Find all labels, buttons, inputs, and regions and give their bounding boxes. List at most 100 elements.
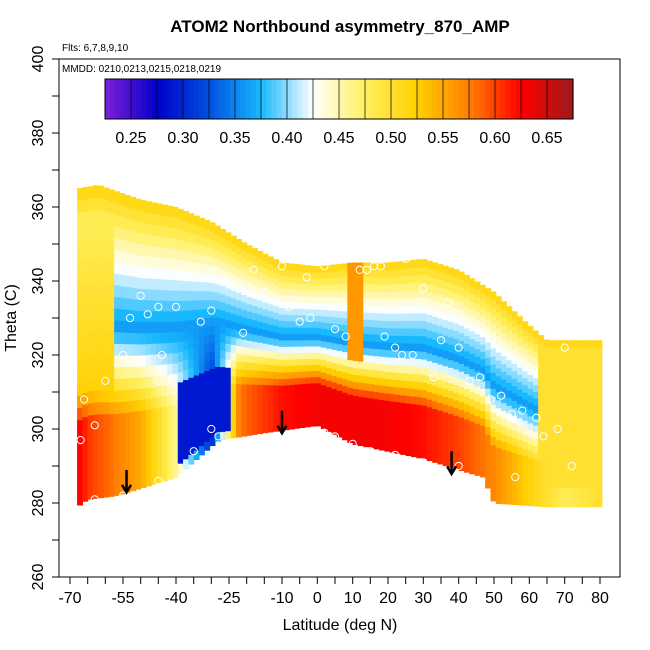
field-cell bbox=[506, 488, 513, 498]
field-cell bbox=[230, 422, 237, 431]
field-cell bbox=[564, 468, 571, 476]
field-cell bbox=[209, 222, 216, 232]
field-cell bbox=[389, 357, 396, 365]
field-cell bbox=[479, 454, 486, 463]
field-cell bbox=[384, 393, 391, 401]
field-cell bbox=[262, 253, 269, 262]
field-cell bbox=[442, 419, 449, 428]
field-cell bbox=[543, 390, 550, 398]
field-cell bbox=[273, 285, 280, 293]
field-cell bbox=[289, 263, 295, 271]
field-cell bbox=[373, 391, 380, 400]
field-cell bbox=[522, 342, 529, 351]
field-cell bbox=[479, 351, 486, 360]
field-cell bbox=[474, 333, 481, 342]
field-cell bbox=[336, 350, 343, 358]
field-cell bbox=[273, 298, 280, 307]
field-cell bbox=[124, 229, 131, 242]
field-cell bbox=[554, 385, 560, 393]
field-cell bbox=[479, 395, 486, 404]
field-cell bbox=[108, 378, 115, 391]
field-cell bbox=[389, 437, 396, 446]
field-cell bbox=[527, 346, 534, 355]
field-cell bbox=[368, 312, 375, 321]
field-cell bbox=[357, 389, 364, 397]
field-cell bbox=[198, 235, 205, 246]
field-cell bbox=[315, 278, 322, 286]
field-cell bbox=[304, 327, 311, 335]
field-cell bbox=[522, 321, 529, 329]
field-cell bbox=[421, 443, 428, 452]
field-cell bbox=[283, 352, 290, 360]
field-cell bbox=[230, 375, 237, 384]
field-cell bbox=[410, 396, 417, 405]
field-cell bbox=[564, 461, 571, 469]
field-cell bbox=[511, 333, 518, 342]
field-cell bbox=[479, 439, 486, 448]
field-cell bbox=[384, 269, 391, 278]
field-cell bbox=[172, 362, 179, 374]
field-cell bbox=[98, 305, 105, 319]
field-cell bbox=[426, 437, 433, 446]
field-cell bbox=[124, 286, 131, 299]
field-cell bbox=[405, 327, 412, 336]
field-cell bbox=[145, 223, 152, 235]
field-cell bbox=[342, 317, 348, 325]
field-cell bbox=[410, 380, 417, 390]
field-cell bbox=[448, 282, 454, 292]
field-cell bbox=[98, 233, 105, 247]
field-cell bbox=[114, 308, 121, 321]
field-cell bbox=[241, 309, 248, 318]
field-cell bbox=[198, 272, 205, 283]
field-cell bbox=[267, 269, 274, 278]
field-cell bbox=[368, 326, 375, 335]
field-cell bbox=[267, 418, 274, 426]
field-cell bbox=[347, 269, 354, 278]
field-cell bbox=[522, 427, 529, 436]
field-cell bbox=[569, 449, 576, 457]
field-cell bbox=[469, 413, 476, 422]
field-cell bbox=[114, 331, 121, 344]
field-cell bbox=[167, 300, 174, 312]
field-cell bbox=[135, 410, 142, 423]
field-cell bbox=[384, 371, 391, 380]
field-cell bbox=[363, 340, 370, 349]
field-cell bbox=[538, 466, 545, 474]
field-cell bbox=[347, 387, 354, 395]
field-cell bbox=[564, 372, 571, 380]
field-cell bbox=[469, 406, 476, 415]
field-cell bbox=[474, 356, 481, 365]
field-cell bbox=[580, 417, 587, 425]
field-cell bbox=[554, 493, 560, 501]
field-cell bbox=[331, 349, 338, 357]
field-cell bbox=[262, 336, 269, 344]
field-cell bbox=[331, 303, 338, 311]
field-cell bbox=[262, 425, 269, 434]
field-cell bbox=[236, 284, 242, 293]
field-cell bbox=[119, 378, 126, 391]
field-cell bbox=[538, 367, 545, 376]
x-tick-label: -55 bbox=[111, 590, 134, 607]
observation-point bbox=[277, 436, 287, 445]
field-cell bbox=[278, 262, 285, 270]
field-cell bbox=[564, 404, 571, 412]
field-cell bbox=[591, 417, 598, 425]
field-cell bbox=[569, 397, 576, 405]
field-cell bbox=[145, 463, 152, 476]
field-cell bbox=[193, 337, 200, 348]
field-cell bbox=[596, 442, 603, 450]
field-cell bbox=[220, 382, 227, 392]
field-cell bbox=[289, 416, 295, 424]
field-cell bbox=[347, 435, 354, 444]
field-cell bbox=[98, 461, 105, 475]
field-cell bbox=[92, 305, 99, 319]
field-cell bbox=[103, 354, 110, 367]
x-tick-label: -70 bbox=[58, 590, 81, 607]
field-cell bbox=[342, 398, 348, 407]
field-cell bbox=[130, 332, 136, 345]
field-cell bbox=[421, 397, 428, 406]
field-cell bbox=[167, 310, 174, 322]
field-cell bbox=[527, 381, 534, 389]
field-cell bbox=[511, 415, 518, 424]
field-cell bbox=[373, 420, 380, 428]
